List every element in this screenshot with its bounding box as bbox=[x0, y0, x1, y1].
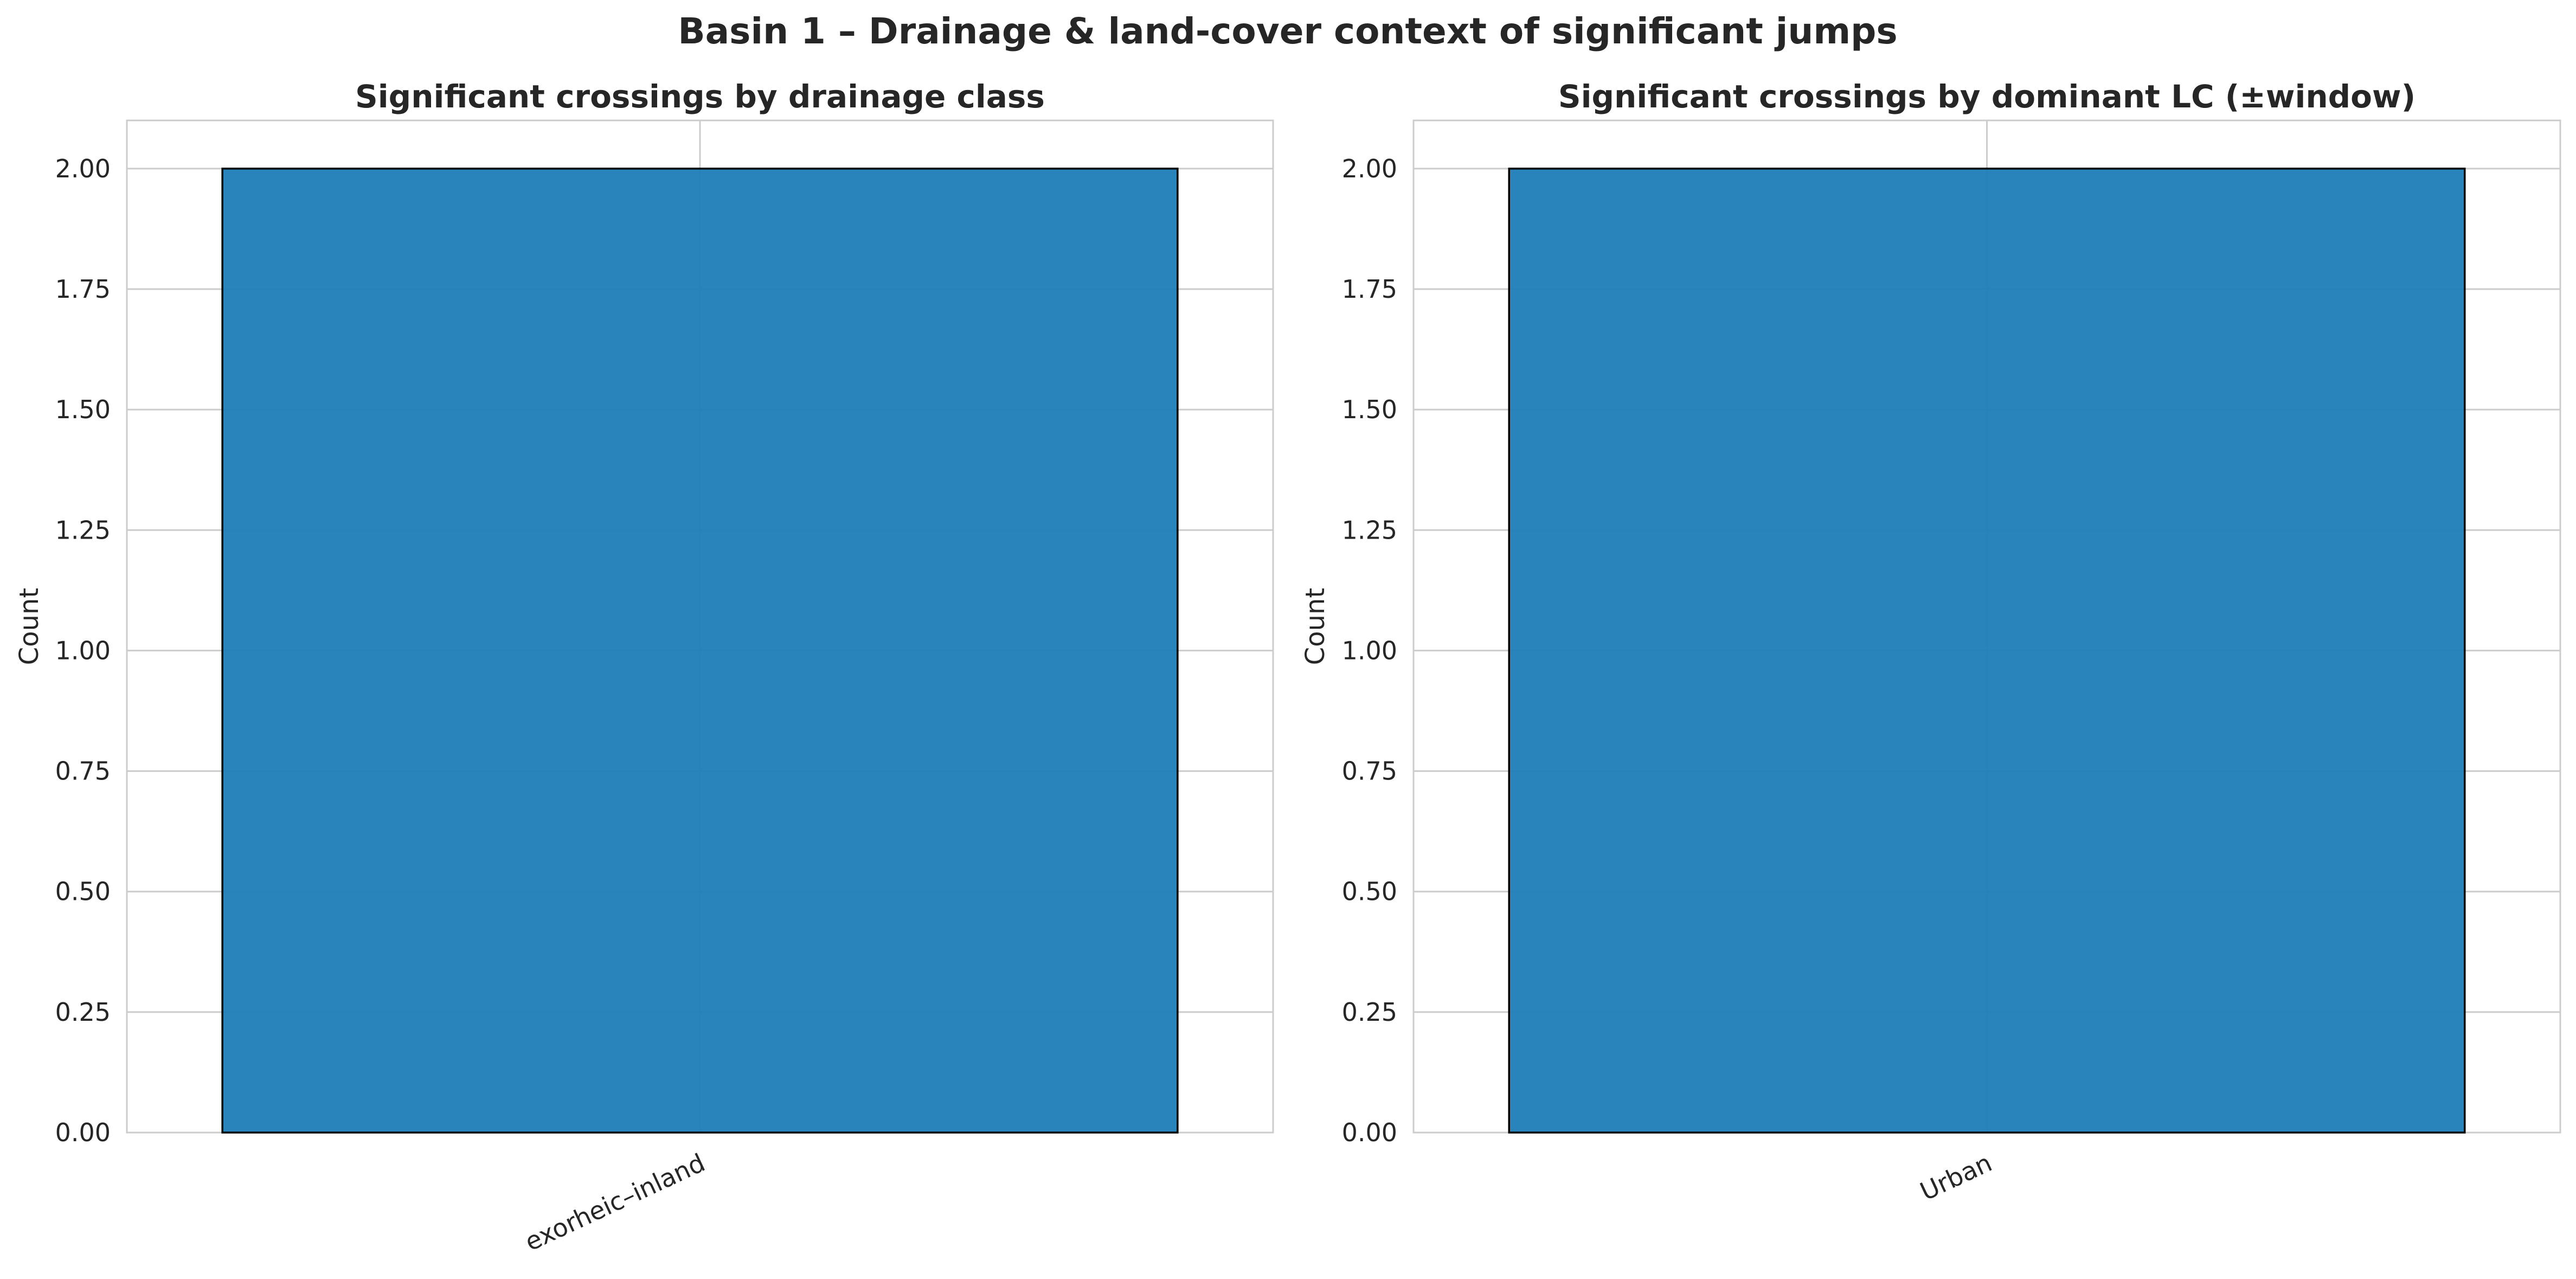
y-axis-label: Count bbox=[14, 588, 44, 666]
figure-title: Basin 1 – Drainage & land-cover context … bbox=[678, 10, 1897, 52]
y-tick-label: 1.00 bbox=[1342, 636, 1397, 665]
x-tick-label: Urban bbox=[1916, 1148, 1996, 1206]
y-tick-label: 0.25 bbox=[55, 997, 111, 1027]
y-tick-label: 1.50 bbox=[55, 395, 111, 424]
y-tick-label: 0.75 bbox=[1342, 757, 1397, 786]
y-tick-label: 0.25 bbox=[1342, 997, 1397, 1027]
y-tick-label: 1.75 bbox=[55, 274, 111, 304]
y-tick-label: 0.75 bbox=[55, 757, 111, 786]
bar-1 bbox=[1508, 168, 2466, 1134]
chart-panel-1: 0.00 0.25 0.50 0.75 1.00 1.25 1.50 1.75 2.00 exor… bbox=[14, 78, 1274, 1257]
chart-title: Significant crossings by dominant LC (±w… bbox=[1558, 78, 2416, 115]
y-tick-label: 0.00 bbox=[55, 1118, 111, 1147]
y-tick-label: 1.50 bbox=[1342, 395, 1397, 424]
y-tick-label: 1.25 bbox=[1342, 515, 1397, 545]
x-tick-label: exorheic–inland bbox=[521, 1148, 709, 1257]
chart-panel-2: 0.00 0.25 0.50 0.75 1.00 1.25 1.50 1.75 2.00 Urba… bbox=[1300, 78, 2561, 1206]
y-tick-label: 2.00 bbox=[55, 154, 111, 183]
y-tick-label: 1.00 bbox=[55, 636, 111, 665]
y-tick-label: 2.00 bbox=[1342, 154, 1397, 183]
y-tick-label: 1.25 bbox=[55, 515, 111, 545]
y-tick-label: 0.00 bbox=[1342, 1118, 1397, 1147]
chart-title: Significant crossings by drainage class bbox=[355, 78, 1045, 115]
y-axis-label: Count bbox=[1300, 588, 1331, 666]
y-tick-label: 1.75 bbox=[1342, 274, 1397, 304]
y-tick-label: 0.50 bbox=[55, 877, 111, 906]
y-tick-label: 0.50 bbox=[1342, 877, 1397, 906]
bar-1 bbox=[221, 168, 1179, 1134]
